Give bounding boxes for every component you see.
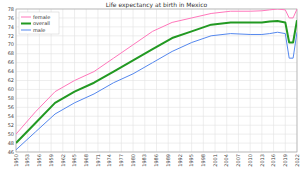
legend-label: overall: [33, 20, 50, 26]
y-tick-label: 60: [8, 86, 14, 92]
grid-line: [250, 9, 251, 152]
x-tick-label: 1995: [188, 154, 194, 167]
grid-line: [285, 9, 286, 152]
x-tick-label: 1950: [13, 154, 19, 167]
x-tick-label: 2019: [282, 154, 288, 167]
legend: femaleoverallmale: [19, 12, 59, 34]
grid-line: [86, 9, 87, 152]
x-tick-label: 1971: [95, 154, 101, 167]
plot-frame: [16, 9, 297, 152]
legend-swatch: [21, 30, 31, 31]
x-tick-label: 1953: [24, 154, 30, 167]
x-tick-label: 1977: [118, 154, 124, 167]
grid-line: [273, 9, 274, 152]
y-tick-label: 70: [8, 41, 14, 47]
x-tick-label: 2007: [235, 154, 241, 167]
x-tick-label: 1989: [165, 154, 171, 167]
x-tick-label: 2022: [294, 154, 300, 167]
x-tick-label: 1974: [106, 154, 112, 167]
grid-line: [238, 9, 239, 152]
legend-swatch: [21, 17, 31, 18]
x-tick-label: 1959: [48, 154, 54, 167]
x-tick-label: 2004: [223, 154, 229, 167]
lines: [16, 9, 297, 150]
grid-line: [156, 9, 157, 152]
grid-line: [109, 9, 110, 152]
legend-swatch: [21, 23, 31, 25]
y-tick-label: 48: [8, 140, 14, 146]
grid-line: [215, 9, 216, 152]
grid-line: [179, 9, 180, 152]
y-tick-label: 46: [8, 149, 14, 155]
series-line: [16, 32, 297, 150]
y-tick-label: 66: [8, 59, 14, 65]
y-tick-label: 74: [8, 24, 14, 30]
y-tick-label: 50: [8, 131, 14, 137]
y-tick-label: 72: [8, 33, 14, 39]
y-tick-label: 58: [8, 95, 14, 101]
x-tick-label: 1968: [83, 154, 89, 167]
y-tick-label: 62: [8, 77, 14, 83]
grid-line: [144, 9, 145, 152]
series-line: [16, 9, 297, 134]
y-tick-label: 54: [8, 113, 14, 119]
x-tick-label: 1986: [153, 154, 159, 167]
grid-line: [133, 9, 134, 152]
legend-label: female: [33, 14, 50, 20]
x-tick-label: 2001: [212, 154, 218, 167]
grid-line: [226, 9, 227, 152]
x-tick-label: 2013: [259, 154, 265, 167]
x-tick-label: 1980: [130, 154, 136, 167]
y-tick-label: 68: [8, 50, 14, 56]
grid-line: [203, 9, 204, 152]
y-tick-label: 56: [8, 104, 14, 110]
grid-line: [62, 9, 63, 152]
y-tick-label: 64: [8, 68, 14, 74]
x-tick-label: 1992: [177, 154, 183, 167]
title: Life expectancy at birth in Mexico: [106, 1, 208, 9]
x-tick-label: 1962: [60, 154, 66, 167]
y-tick-label: 76: [8, 15, 14, 21]
x-tick-label: 2010: [247, 154, 253, 167]
y-tick-label: 78: [8, 6, 14, 12]
y-tick-label: 52: [8, 122, 14, 128]
x-tick-label: 1998: [200, 154, 206, 167]
x-tick-label: 1965: [71, 154, 77, 167]
legend-box: [19, 12, 59, 34]
x-tick-label: 1956: [36, 154, 42, 167]
series-line: [16, 20, 297, 143]
chart: Life expectancy at birth in Mexico 46 48 50…: [0, 0, 300, 174]
grid-line: [168, 9, 169, 152]
grid-line: [121, 9, 122, 152]
grid-line: [261, 9, 262, 152]
x-tick-label: 2016: [270, 154, 276, 167]
legend-label: male: [33, 27, 45, 33]
x-tick-label: 1983: [141, 154, 147, 167]
